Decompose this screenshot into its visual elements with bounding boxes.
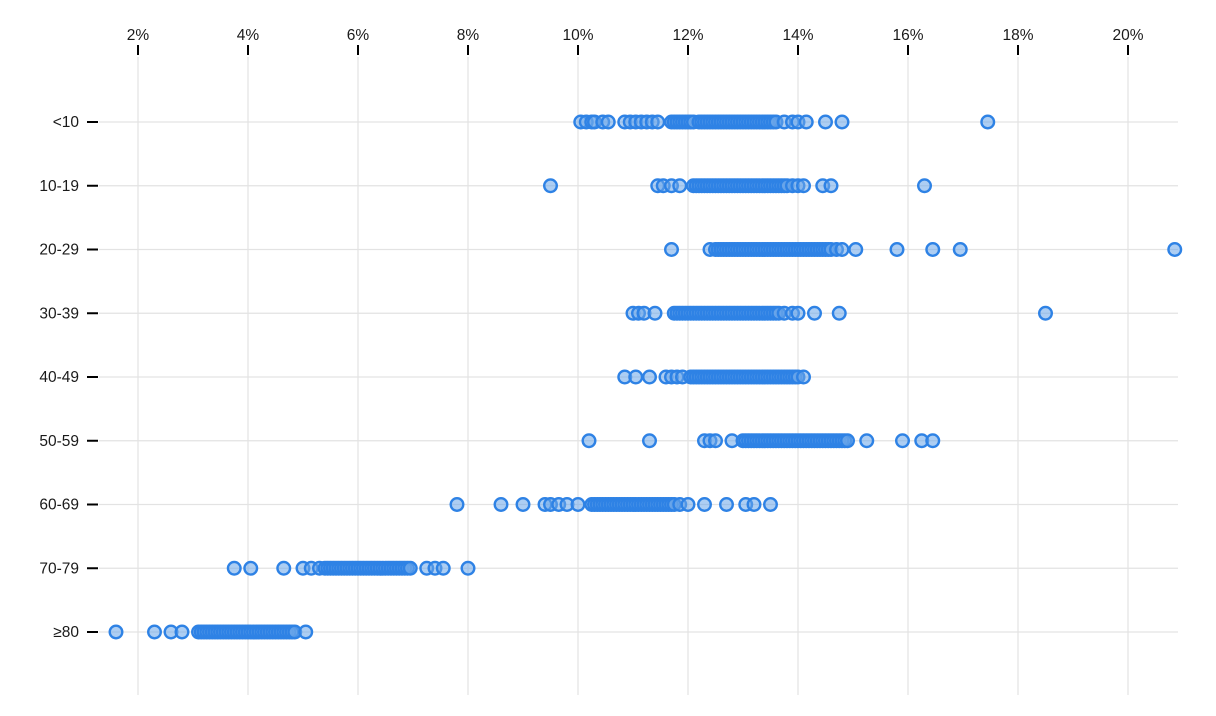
data-point <box>859 433 875 449</box>
data-point <box>917 178 933 194</box>
data-point <box>174 624 190 640</box>
data-point <box>650 114 666 130</box>
data-point <box>834 114 850 130</box>
data-point <box>647 305 663 321</box>
data-point <box>146 624 162 640</box>
data-point <box>460 560 476 576</box>
data-point <box>108 624 124 640</box>
data-point <box>449 497 465 513</box>
y-tick-label: <10 <box>53 114 80 131</box>
y-tick-label: ≥80 <box>53 624 79 641</box>
data-point <box>493 497 509 513</box>
data-point <box>243 560 259 576</box>
data-point <box>763 497 779 513</box>
data-point <box>642 433 658 449</box>
y-tick-label: 20-29 <box>39 242 79 259</box>
data-point <box>980 114 996 130</box>
x-tick-label: 20% <box>1112 27 1143 44</box>
data-point <box>790 305 806 321</box>
data-point <box>697 497 713 513</box>
data-point <box>708 433 724 449</box>
data-point <box>719 497 735 513</box>
data-point <box>628 369 644 385</box>
data-point <box>796 178 812 194</box>
data-point <box>925 433 941 449</box>
x-tick-label: 18% <box>1002 27 1033 44</box>
data-point <box>276 560 292 576</box>
data-point <box>831 305 847 321</box>
data-point <box>952 241 968 257</box>
data-point <box>581 433 597 449</box>
data-point <box>1037 305 1053 321</box>
data-point <box>402 560 418 576</box>
data-point <box>895 433 911 449</box>
data-point <box>796 369 812 385</box>
y-tick-label: 30-39 <box>39 305 79 322</box>
data-point <box>543 178 559 194</box>
data-point <box>834 241 850 257</box>
y-tick-label: 60-69 <box>39 497 79 514</box>
data-point <box>807 305 823 321</box>
data-point <box>515 497 531 513</box>
data-point <box>823 178 839 194</box>
data-point <box>848 241 864 257</box>
data-point <box>680 497 696 513</box>
data-point <box>435 560 451 576</box>
data-point <box>226 560 242 576</box>
x-tick-label: 4% <box>237 27 260 44</box>
data-point <box>889 241 905 257</box>
data-point <box>818 114 834 130</box>
y-tick-label: 40-49 <box>39 369 79 386</box>
x-tick-label: 14% <box>782 27 813 44</box>
y-tick-label: 70-79 <box>39 560 79 577</box>
data-point <box>798 114 814 130</box>
x-tick-label: 8% <box>457 27 480 44</box>
x-tick-label: 12% <box>672 27 703 44</box>
data-point <box>672 178 688 194</box>
x-tick-label: 6% <box>347 27 370 44</box>
data-point <box>746 497 762 513</box>
x-tick-label: 16% <box>892 27 923 44</box>
data-point <box>925 241 941 257</box>
data-point <box>298 624 314 640</box>
data-point <box>840 433 856 449</box>
data-point <box>642 369 658 385</box>
data-point <box>664 241 680 257</box>
y-tick-label: 10-19 <box>39 178 79 195</box>
data-point <box>1167 241 1183 257</box>
data-point <box>600 114 616 130</box>
x-tick-label: 10% <box>562 27 593 44</box>
x-tick-label: 2% <box>127 27 150 44</box>
data-point <box>570 497 586 513</box>
y-tick-label: 50-59 <box>39 433 79 450</box>
